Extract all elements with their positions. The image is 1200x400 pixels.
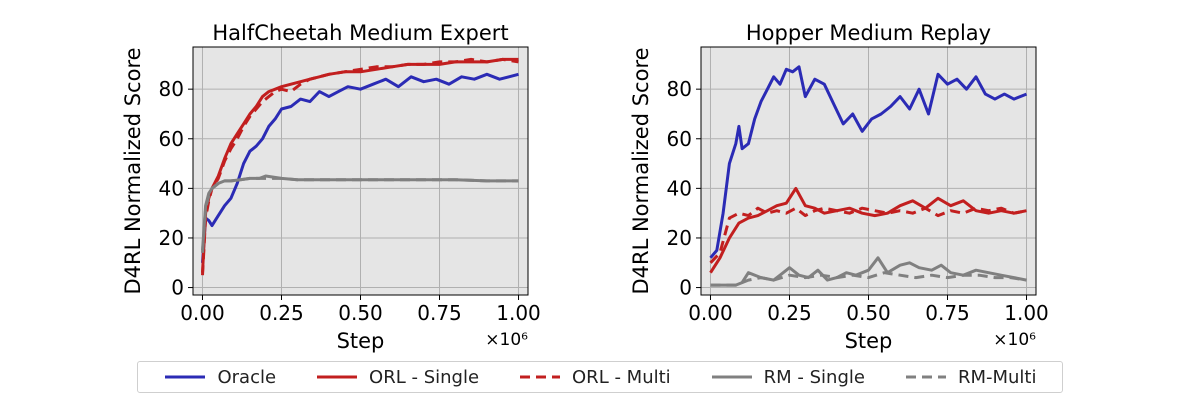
legend-swatch-rm-multi [905, 375, 946, 379]
legend-item-rm-single: RM - Single [710, 367, 865, 388]
series-line-oracle [709, 65, 1028, 259]
legend-swatch-oracle [165, 375, 206, 379]
series-line-orl-multi [709, 206, 1027, 264]
x-tick-label: 1.00 [496, 301, 541, 325]
chart-title: HalfCheetah Medium Expert [212, 21, 508, 45]
chart-panel-1: 0.00 0.25 0.50 0.75 1.00 0 20 40 60 80 Hopper Medi… [629, 21, 1049, 353]
legend-item-orl-multi: ORL - Multi [518, 367, 671, 388]
x-tick-label: 1.00 [1004, 301, 1049, 325]
legend-item-oracle: Oracle [163, 367, 276, 388]
x-tick-label: 0.75 [925, 301, 970, 325]
legend-label-orl-multi: ORL - Multi [572, 366, 671, 388]
x-axis-scale-label: ×10⁶ [485, 330, 528, 350]
legend-item-orl-single: ORL - Single [315, 367, 479, 388]
legend-swatch-rm-single [711, 375, 752, 379]
charts-svg: 0.00 0.25 0.50 0.75 1.00 0 20 40 60 80 HalfCheetah… [121, 21, 1049, 353]
series-line-oracle [201, 72, 519, 263]
y-tick-label: 20 [667, 226, 692, 250]
legend-label-rm-single: RM - Single [763, 366, 865, 388]
x-tick-label: 0.25 [259, 301, 304, 325]
y-axis-label: D4RL Normalized Score [629, 47, 653, 294]
x-tick-label: 0.00 [688, 301, 733, 325]
x-axis-label: Step [337, 329, 385, 353]
x-axis-label: Step [845, 329, 893, 353]
series-line-orl-single [201, 57, 519, 273]
y-tick-label: 0 [679, 276, 692, 300]
chart-title: Hopper Medium Replay [746, 21, 991, 45]
series-line-rm-multi [201, 176, 519, 253]
legend-swatch-orl-single [317, 375, 358, 379]
y-axis-label: D4RL Normalized Score [121, 47, 145, 294]
y-tick-label: 60 [159, 127, 184, 151]
y-tick-label: 0 [171, 276, 184, 300]
legend-label-oracle: Oracle [217, 366, 277, 388]
series-line-orl-single [709, 186, 1027, 274]
chart-panel-0: 0.00 0.25 0.50 0.75 1.00 0 20 40 60 80 HalfCheetah… [121, 21, 541, 353]
legend: Oracle ORL - Single ORL - Multi RM - Sin… [137, 361, 1063, 393]
y-tick-label: 80 [667, 77, 692, 101]
x-tick-label: 0.75 [417, 301, 462, 325]
series-line-orl-multi [201, 57, 519, 276]
series-line-rm-multi [710, 271, 1027, 287]
x-axis-scale-label: ×10⁶ [993, 330, 1036, 350]
x-tick-label: 0.50 [846, 301, 891, 325]
y-tick-label: 80 [159, 77, 184, 101]
x-tick-label: 0.00 [180, 301, 225, 325]
y-tick-label: 40 [667, 176, 692, 200]
x-tick-label: 0.25 [767, 301, 812, 325]
y-tick-label: 20 [159, 226, 184, 250]
y-tick-label: 60 [667, 127, 692, 151]
y-tick-label: 40 [159, 176, 184, 200]
legend-swatch-orl-multi [520, 375, 561, 379]
legend-label-orl-single: ORL - Single [369, 366, 480, 388]
legend-item-rm-multi: RM-Multi [904, 366, 1037, 388]
legend-label-rm-multi: RM-Multi [957, 366, 1037, 388]
x-tick-label: 0.50 [338, 301, 383, 325]
